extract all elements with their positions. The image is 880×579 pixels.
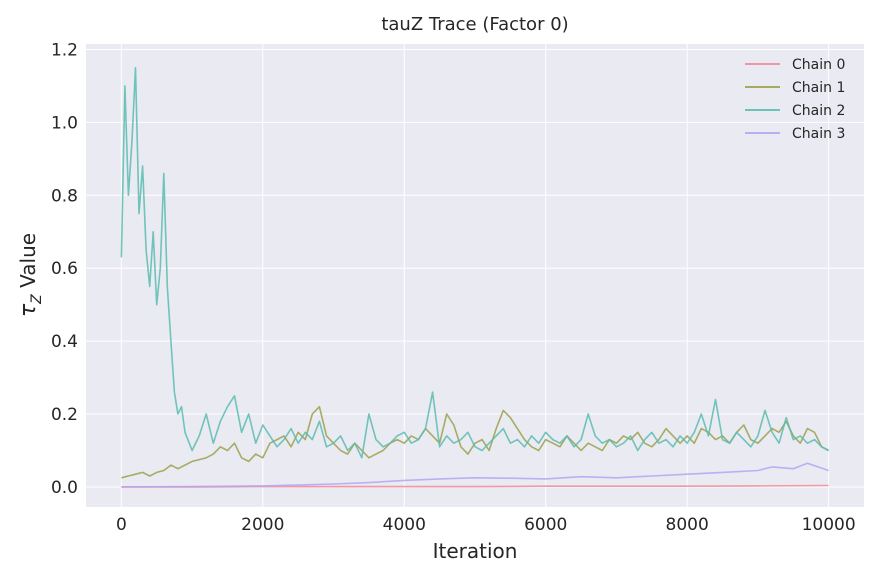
y-axis-label-subscript: Z <box>29 294 45 305</box>
legend-label: Chain 2 <box>792 103 845 119</box>
y-tick-label: 0.8 <box>51 186 78 206</box>
x-axis-ticks: 0 2000 4000 6000 8000 10000 <box>116 515 856 535</box>
x-tick-label: 0 <box>116 515 127 535</box>
legend-label: Chain 3 <box>792 126 845 142</box>
x-axis-label: Iteration <box>433 539 518 563</box>
chart-title: tauZ Trace (Factor 0) <box>381 14 568 35</box>
plot-area <box>86 44 864 507</box>
x-tick-label: 6000 <box>524 515 567 535</box>
legend-label: Chain 0 <box>792 57 845 73</box>
legend: Chain 0 Chain 1 Chain 2 Chain 3 <box>745 57 845 142</box>
x-tick-label: 4000 <box>383 515 426 535</box>
grid <box>86 44 864 507</box>
series-line-chain-3 <box>121 462 829 488</box>
y-axis-label-text: Value <box>16 233 40 294</box>
y-axis-label: τZ Value <box>16 233 45 317</box>
y-tick-label: 0.4 <box>51 332 78 352</box>
x-tick-label: 8000 <box>666 515 709 535</box>
y-tick-label: 0.6 <box>51 259 78 279</box>
y-tick-label: 1.0 <box>51 113 78 133</box>
y-axis-ticks: 0.0 0.2 0.4 0.6 0.8 1.0 1.2 <box>51 40 78 497</box>
y-tick-label: 0.0 <box>51 478 78 498</box>
x-tick-label: 10000 <box>802 515 856 535</box>
legend-label: Chain 1 <box>792 80 845 96</box>
series-line-chain-1 <box>121 405 829 479</box>
y-tick-label: 1.2 <box>51 40 78 60</box>
y-tick-label: 0.2 <box>51 405 78 425</box>
series-line-chain-2 <box>120 66 829 459</box>
y-axis-label-symbol: τ <box>16 303 41 317</box>
series-layer <box>120 66 829 488</box>
x-tick-label: 2000 <box>241 515 284 535</box>
